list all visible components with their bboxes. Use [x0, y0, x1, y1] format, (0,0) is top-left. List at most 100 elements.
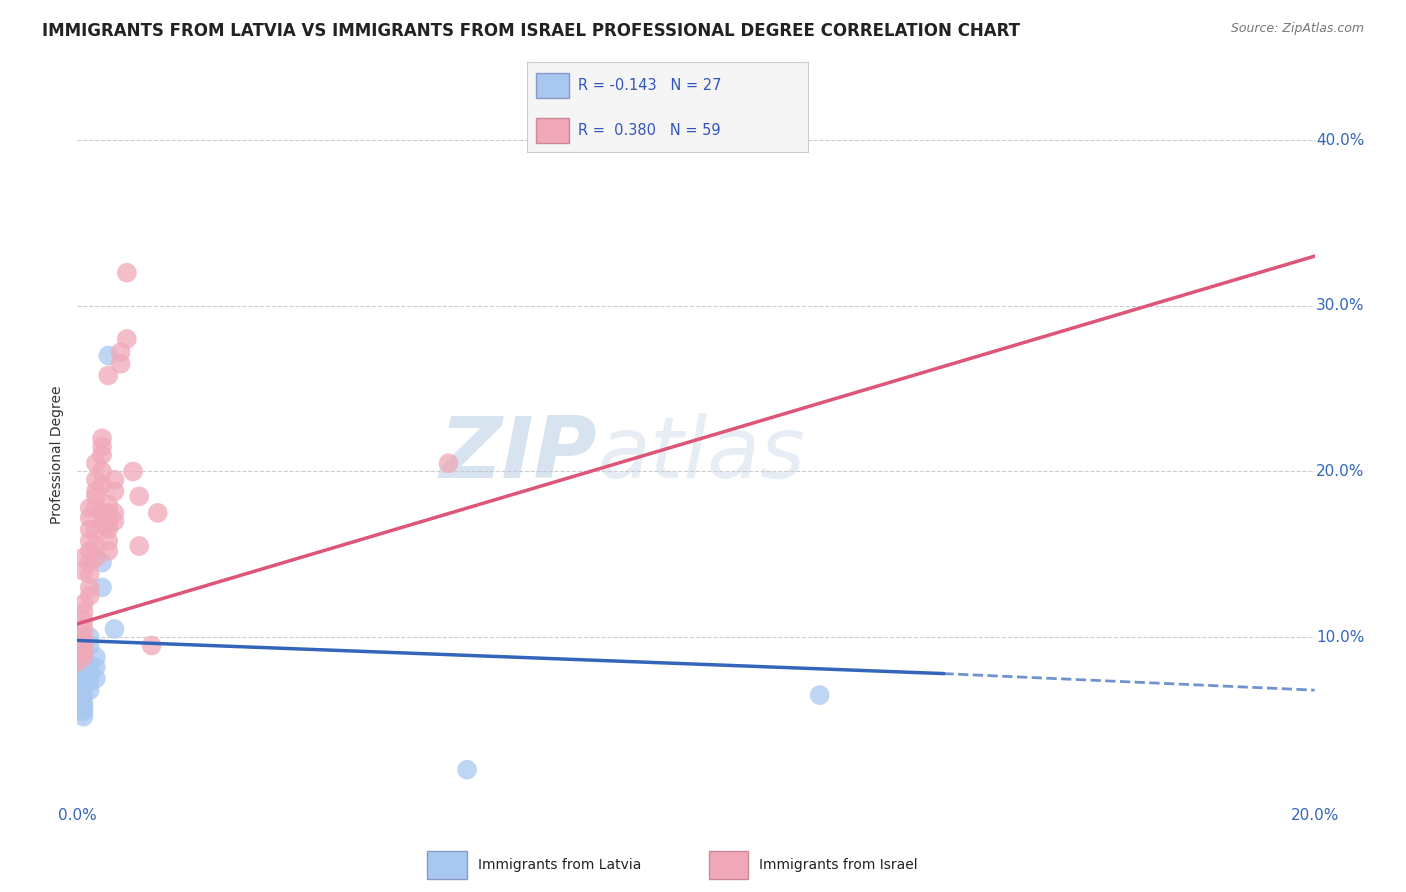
Point	[84, 489, 107, 503]
Text: Source: ZipAtlas.com: Source: ZipAtlas.com	[1230, 22, 1364, 36]
Bar	[427, 851, 467, 879]
Text: Immigrants from Israel: Immigrants from Israel	[759, 858, 918, 871]
Point	[66, 683, 89, 698]
Point	[97, 506, 120, 520]
Point	[79, 534, 101, 549]
Point	[79, 523, 101, 537]
Point	[72, 699, 94, 714]
Point	[456, 763, 478, 777]
Point	[72, 605, 94, 619]
Bar	[709, 851, 748, 879]
Point	[122, 465, 145, 479]
Point	[84, 456, 107, 470]
Point	[91, 448, 114, 462]
Point	[79, 556, 101, 570]
Point	[72, 643, 94, 657]
Point	[79, 639, 101, 653]
Point	[97, 544, 120, 558]
Point	[115, 332, 138, 346]
Text: Immigrants from Latvia: Immigrants from Latvia	[478, 858, 641, 871]
Point	[72, 655, 94, 669]
Point	[110, 345, 132, 359]
Point	[808, 688, 831, 702]
Point	[91, 440, 114, 454]
Bar	[536, 73, 569, 98]
Point	[110, 357, 132, 371]
Text: R = -0.143   N = 27: R = -0.143 N = 27	[578, 78, 721, 93]
Point	[72, 639, 94, 653]
Point	[84, 650, 107, 665]
Text: atlas: atlas	[598, 413, 806, 497]
Point	[97, 517, 120, 532]
Point	[79, 567, 101, 582]
Text: 40.0%: 40.0%	[1316, 133, 1364, 148]
Point	[79, 589, 101, 603]
Point	[97, 534, 120, 549]
Point	[103, 514, 125, 528]
Point	[91, 465, 114, 479]
Point	[91, 517, 114, 532]
Point	[66, 672, 89, 686]
Point	[79, 544, 101, 558]
Point	[72, 650, 94, 665]
Point	[72, 550, 94, 565]
Text: ZIP: ZIP	[439, 413, 598, 497]
Point	[84, 550, 107, 565]
Point	[79, 666, 101, 681]
Point	[79, 683, 101, 698]
Point	[72, 663, 94, 677]
Point	[84, 523, 107, 537]
Point	[115, 266, 138, 280]
Point	[79, 500, 101, 515]
Point	[79, 658, 101, 673]
Point	[128, 539, 150, 553]
Point	[91, 556, 114, 570]
Point	[72, 597, 94, 611]
Point	[103, 473, 125, 487]
Point	[72, 705, 94, 719]
Point	[72, 680, 94, 694]
Bar	[536, 118, 569, 143]
Point	[146, 506, 169, 520]
Point	[72, 614, 94, 628]
Text: 10.0%: 10.0%	[1316, 630, 1364, 645]
Point	[128, 489, 150, 503]
Point	[66, 647, 89, 661]
Point	[91, 506, 114, 520]
Point	[79, 674, 101, 689]
Point	[97, 349, 120, 363]
Point	[91, 431, 114, 445]
Text: 20.0%: 20.0%	[1316, 464, 1364, 479]
Point	[72, 697, 94, 711]
Point	[97, 523, 120, 537]
Point	[66, 655, 89, 669]
Text: 30.0%: 30.0%	[1316, 298, 1364, 313]
Point	[103, 484, 125, 499]
Point	[437, 456, 460, 470]
Y-axis label: Professional Degree: Professional Degree	[51, 385, 65, 524]
Point	[79, 511, 101, 525]
Point	[66, 630, 89, 644]
Point	[103, 506, 125, 520]
Point	[84, 500, 107, 515]
Point	[79, 630, 101, 644]
Point	[72, 564, 94, 578]
Point	[84, 672, 107, 686]
Point	[97, 368, 120, 383]
Point	[141, 639, 163, 653]
Point	[66, 639, 89, 653]
Point	[103, 622, 125, 636]
Point	[72, 709, 94, 723]
Text: IMMIGRANTS FROM LATVIA VS IMMIGRANTS FROM ISRAEL PROFESSIONAL DEGREE CORRELATION: IMMIGRANTS FROM LATVIA VS IMMIGRANTS FRO…	[42, 22, 1021, 40]
Point	[84, 660, 107, 674]
Point	[91, 477, 114, 491]
Point	[84, 484, 107, 499]
Point	[84, 539, 107, 553]
Point	[84, 473, 107, 487]
Point	[97, 498, 120, 512]
Point	[72, 647, 94, 661]
Point	[72, 676, 94, 690]
Point	[72, 622, 94, 636]
Point	[72, 688, 94, 702]
Point	[79, 581, 101, 595]
